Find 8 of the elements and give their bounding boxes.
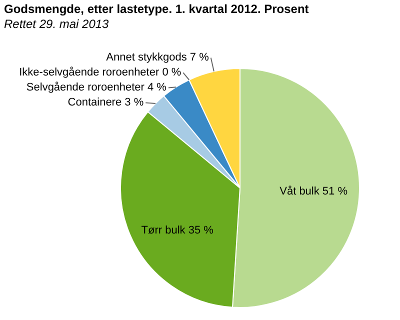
legend-label: Ikke-selvgående roroenheter 0 % — [19, 66, 182, 79]
slice-label: Selvgående roroenheter 4 % — [26, 82, 167, 94]
chart-title: Godsmengde, etter lastetype. 1. kvartal 2012. Prosent — [4, 2, 309, 16]
slice-label: Annet stykkgods 7 % — [106, 52, 210, 64]
chart-subtitle: Rettet 29. mai 2013 — [4, 17, 109, 31]
slice-label: Tørr bulk 35 % — [141, 224, 214, 237]
slice-label: Våt bulk 51 % — [280, 185, 348, 198]
slice-label: Containere 3 % — [68, 96, 144, 109]
